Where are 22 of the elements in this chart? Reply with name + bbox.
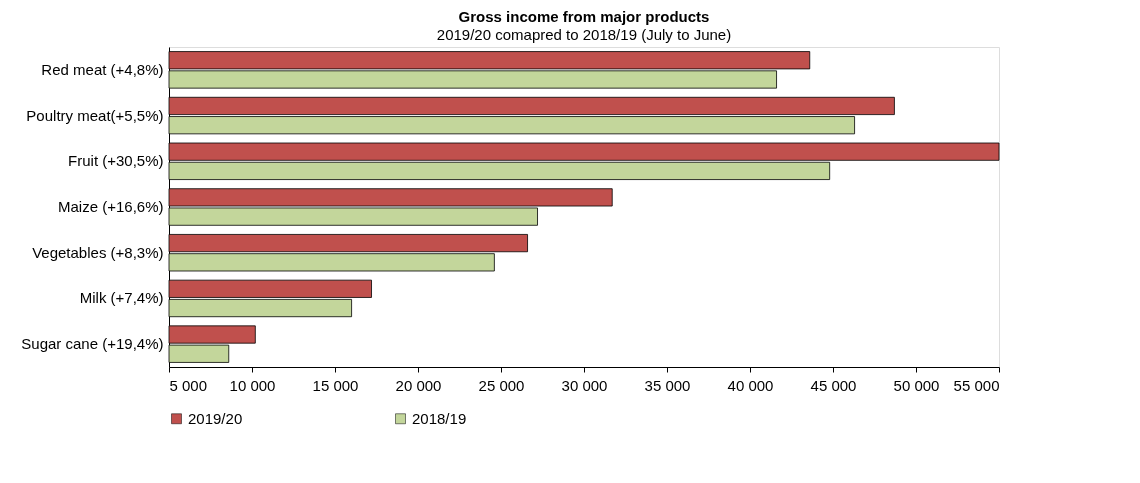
x-tick-label: 55 000 xyxy=(953,376,1000,394)
x-tick-label: 25 000 xyxy=(478,376,525,394)
y-tick-label: Fruit (+30,5%) xyxy=(68,152,164,170)
x-tick-label: 30 000 xyxy=(561,376,608,394)
x-tick-label: 50 000 xyxy=(893,376,940,394)
x-tick-label: 10 000 xyxy=(229,376,276,394)
y-tick-label: Vegetables (+8,3%) xyxy=(32,243,164,261)
x-tick-label: 35 000 xyxy=(644,376,691,394)
chart-subtitle: 2019/20 comapred to 2018/19 (July to June) xyxy=(436,26,732,43)
y-tick-label: Poultry meat(+5,5%) xyxy=(26,106,164,124)
legend-label: 2019/20 xyxy=(188,409,243,427)
x-tick-label: 15 000 xyxy=(312,376,359,394)
y-tick-label: Maize (+16,6%) xyxy=(58,198,164,215)
x-tick-label: 40 000 xyxy=(727,376,774,394)
legend-label: 2018/19 xyxy=(412,409,467,427)
x-tick-label: 20 000 xyxy=(395,376,442,394)
y-tick-label: Red meat (+4,8%) xyxy=(41,60,164,78)
x-tick-label: 5 000 xyxy=(169,376,208,394)
y-tick-label: Milk (+7,4%) xyxy=(79,289,164,307)
y-tick-label: Sugar cane (+19,4%) xyxy=(21,335,164,353)
chart-title: Gross income from major products xyxy=(458,8,710,25)
x-tick-label: 45 000 xyxy=(810,376,857,394)
